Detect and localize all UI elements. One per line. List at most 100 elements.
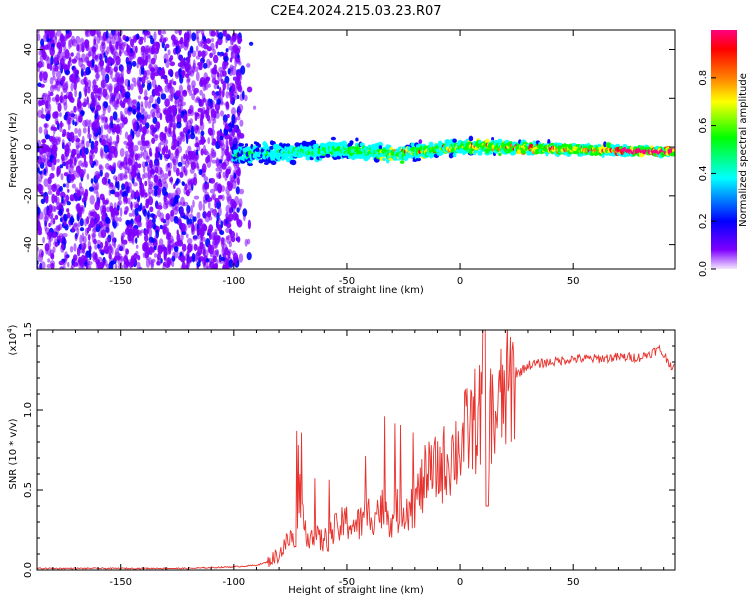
heatmap-cell <box>69 246 74 253</box>
heatmap-cell <box>123 49 130 56</box>
heatmap-cell <box>100 124 104 135</box>
heatmap-xtick-label: -100 <box>222 276 245 287</box>
heatmap-cell <box>84 81 89 86</box>
heatmap-cell <box>60 33 64 43</box>
heatmap-cell <box>71 183 76 189</box>
heatmap-cell <box>72 257 76 263</box>
snr-scale-label: (x104) <box>6 324 19 355</box>
heatmap-cell <box>41 158 45 163</box>
heatmap-cell <box>42 77 48 84</box>
heatmap-cell <box>163 173 169 180</box>
heatmap-cell <box>237 39 242 45</box>
heatmap-cell <box>94 114 98 120</box>
heatmap-cell <box>170 92 175 98</box>
heatmap-cell <box>104 240 108 248</box>
heatmap-cell <box>163 37 167 43</box>
heatmap-cell <box>49 46 55 57</box>
heatmap-cell <box>225 48 229 53</box>
heatmap-cell <box>114 65 118 74</box>
heatmap-cell <box>120 65 125 73</box>
heatmap-cell <box>155 175 162 185</box>
heatmap-cell <box>236 236 241 243</box>
heatmap-cell <box>231 180 237 190</box>
heatmap-cell <box>111 59 115 65</box>
heatmap-cell <box>209 260 212 269</box>
heatmap-cell <box>234 213 239 221</box>
heatmap-cell <box>223 55 229 63</box>
heatmap-cell <box>135 173 141 182</box>
heatmap-cell <box>42 236 45 244</box>
heatmap-cell <box>37 82 42 87</box>
heatmap-cell <box>106 46 110 55</box>
heatmap-cell <box>497 138 503 143</box>
heatmap-cell <box>149 147 152 157</box>
heatmap-cell <box>319 155 326 159</box>
heatmap-cell <box>73 243 77 252</box>
heatmap-cell <box>52 30 55 37</box>
heatmap-cell <box>66 201 71 206</box>
heatmap-cell <box>111 164 115 172</box>
heatmap-cell <box>113 87 117 97</box>
heatmap-cell <box>195 149 199 156</box>
heatmap-cell <box>186 257 190 268</box>
heatmap-cell <box>177 55 183 60</box>
heatmap-cell <box>124 107 128 115</box>
heatmap-cell <box>69 161 75 169</box>
heatmap-cell <box>112 175 118 181</box>
heatmap-cell <box>136 229 142 235</box>
heatmap-cell <box>204 191 210 199</box>
heatmap-cell <box>213 208 218 218</box>
heatmap-cell <box>95 104 102 111</box>
heatmap-cell <box>129 149 135 158</box>
heatmap-cell <box>50 205 56 212</box>
heatmap-cell <box>186 56 191 64</box>
heatmap-cell <box>115 71 121 79</box>
heatmap-cell <box>110 145 116 154</box>
heatmap-cell <box>157 30 162 36</box>
heatmap-cell <box>132 121 137 132</box>
heatmap-cell <box>290 159 297 166</box>
heatmap-cell <box>167 162 171 170</box>
heatmap-cell <box>173 132 177 138</box>
heatmap-cell <box>70 173 75 182</box>
heatmap-cell <box>219 53 223 58</box>
heatmap-cell <box>145 140 151 149</box>
heatmap-cell <box>66 182 70 189</box>
heatmap-cell <box>235 186 240 195</box>
heatmap-cell <box>54 54 59 61</box>
colorbar-tick-label: 0.2 <box>698 213 709 229</box>
heatmap-cell <box>154 188 158 197</box>
heatmap-cell <box>236 128 241 137</box>
heatmap-cell <box>234 78 239 85</box>
heatmap-cell <box>215 30 219 34</box>
heatmap-cell <box>212 138 217 144</box>
heatmap-cell <box>377 141 384 148</box>
heatmap-cell <box>200 30 205 36</box>
heatmap-cell <box>190 256 193 262</box>
heatmap-cell <box>192 66 195 73</box>
heatmap-cell <box>147 210 150 220</box>
heatmap-cell <box>330 136 336 141</box>
heatmap-cell <box>165 216 170 227</box>
heatmap-cell <box>193 243 198 251</box>
heatmap-cell <box>186 32 191 43</box>
heatmap-cell <box>96 66 99 74</box>
heatmap-cell <box>239 119 244 127</box>
heatmap-cell <box>215 167 221 172</box>
heatmap-cell <box>114 209 120 215</box>
heatmap-cell <box>130 255 135 266</box>
heatmap-cell <box>125 219 131 226</box>
heatmap-cell <box>87 258 90 266</box>
heatmap-cell <box>135 130 141 138</box>
heatmap-cell <box>70 82 74 92</box>
heatmap-cell <box>248 41 254 46</box>
heatmap-cell <box>191 93 196 101</box>
heatmap-cell <box>89 156 94 166</box>
heatmap-cell <box>221 194 225 201</box>
heatmap-cell <box>87 240 91 250</box>
heatmap-cell <box>225 36 228 44</box>
heatmap-cell <box>211 100 215 108</box>
heatmap-cell <box>330 141 336 145</box>
heatmap-cell <box>139 57 142 66</box>
heatmap-cell <box>53 126 56 135</box>
